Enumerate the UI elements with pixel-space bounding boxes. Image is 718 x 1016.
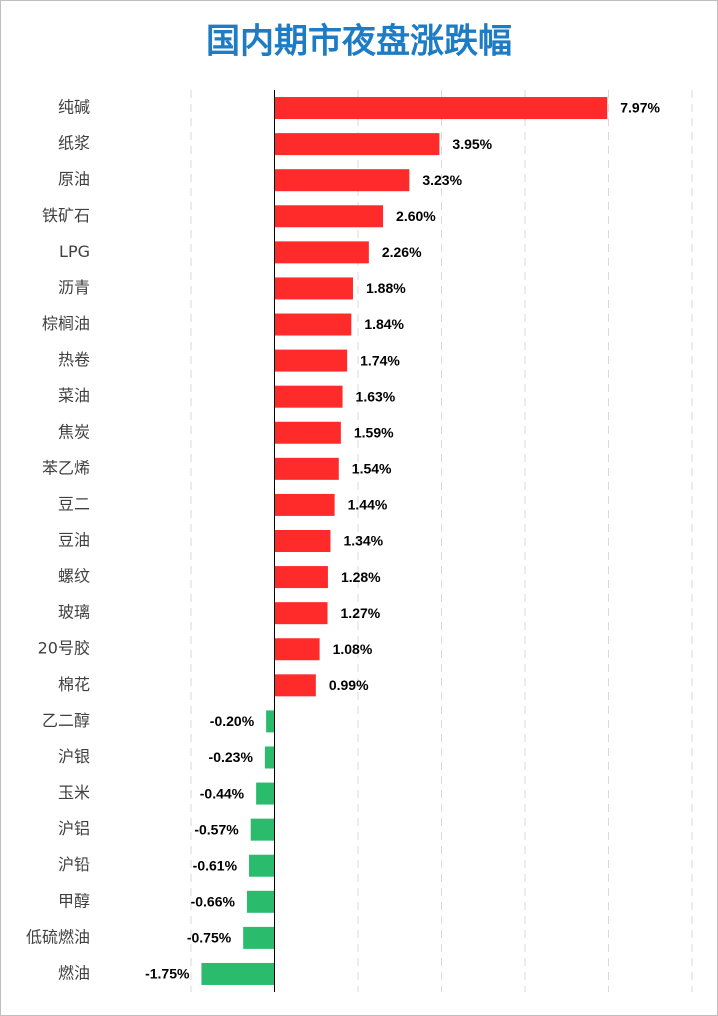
y-tick-label: 甲醇 <box>58 891 90 910</box>
y-tick-label: 低硫燃油 <box>26 927 90 946</box>
chart-title: 国内期市夜盘涨跌幅 <box>206 22 512 62</box>
y-tick-label: 原油 <box>58 170 90 189</box>
value-label: -0.23% <box>209 749 254 765</box>
bar <box>274 493 335 516</box>
value-label: -0.75% <box>187 930 232 946</box>
bar <box>243 926 275 949</box>
bar <box>274 638 320 661</box>
bar <box>274 566 328 589</box>
bar <box>274 457 339 480</box>
bar <box>274 169 410 192</box>
value-label: 1.59% <box>354 424 394 440</box>
y-tick-label: 纸浆 <box>58 134 90 153</box>
bar <box>274 313 352 336</box>
y-tick-label: 豆油 <box>58 531 90 550</box>
bar <box>274 530 331 552</box>
value-label: 1.27% <box>341 605 381 621</box>
bar <box>249 854 275 877</box>
y-tick-label: 沪铝 <box>58 819 90 838</box>
bar <box>274 277 353 300</box>
y-tick-label: 苯乙烯 <box>42 458 90 477</box>
y-tick-label: 沥青 <box>58 278 90 297</box>
y-tick-label: 焦炭 <box>58 422 90 441</box>
y-tick-label: 沪铅 <box>58 855 90 874</box>
y-tick-label: 豆二 <box>58 494 90 513</box>
value-label: 3.95% <box>452 136 492 152</box>
bar <box>274 674 316 697</box>
bar <box>201 962 275 985</box>
value-label: 1.08% <box>333 641 373 657</box>
value-label: 1.54% <box>352 461 392 477</box>
bar <box>274 349 348 372</box>
bar <box>264 746 275 769</box>
value-label: -0.20% <box>210 713 255 729</box>
y-tick-label: 棉花 <box>58 675 90 694</box>
value-label: -0.61% <box>193 857 238 873</box>
value-label: 1.63% <box>356 388 396 404</box>
y-tick-label: 热卷 <box>58 350 90 369</box>
y-tick-label: 玉米 <box>58 783 90 802</box>
y-tick-label: 沪银 <box>58 747 90 766</box>
value-label: -1.75% <box>145 966 190 982</box>
y-tick-label: 棕榈油 <box>42 314 90 333</box>
y-tick-label: 玻璃 <box>58 603 90 622</box>
value-label: 2.60% <box>396 208 436 224</box>
bar <box>274 241 369 264</box>
bar <box>246 890 275 913</box>
y-tick-label: 铁矿石 <box>42 206 90 225</box>
y-tick-label: 乙二醇 <box>42 711 90 730</box>
y-tick-label: 纯碱 <box>58 98 90 117</box>
bar <box>274 133 440 156</box>
bar <box>250 818 275 841</box>
bar <box>256 782 275 805</box>
value-label: -0.57% <box>194 821 239 837</box>
value-label: 3.23% <box>422 172 462 188</box>
value-label: 2.26% <box>382 244 422 260</box>
y-tick-label: 螺纹 <box>58 567 90 586</box>
y-tick-label: 菜油 <box>58 386 90 405</box>
y-tick-label: 燃油 <box>58 963 90 982</box>
bar <box>274 205 384 228</box>
bar <box>274 602 328 625</box>
bar <box>274 97 608 120</box>
bar <box>266 710 275 733</box>
bar <box>274 421 341 444</box>
value-label: 1.28% <box>341 569 381 585</box>
value-label: 1.88% <box>366 280 406 296</box>
value-label: 0.99% <box>329 677 369 693</box>
y-tick-label: 20号胶 <box>38 639 90 658</box>
y-tick-label: LPG <box>59 242 90 261</box>
value-label: 1.84% <box>364 316 404 332</box>
value-label: -0.44% <box>200 785 245 801</box>
bar <box>274 385 343 408</box>
value-label: 1.44% <box>348 497 388 513</box>
value-label: 1.34% <box>343 533 383 549</box>
value-label: 7.97% <box>620 100 660 116</box>
value-label: -0.66% <box>191 894 236 910</box>
value-label: 1.74% <box>360 352 400 368</box>
